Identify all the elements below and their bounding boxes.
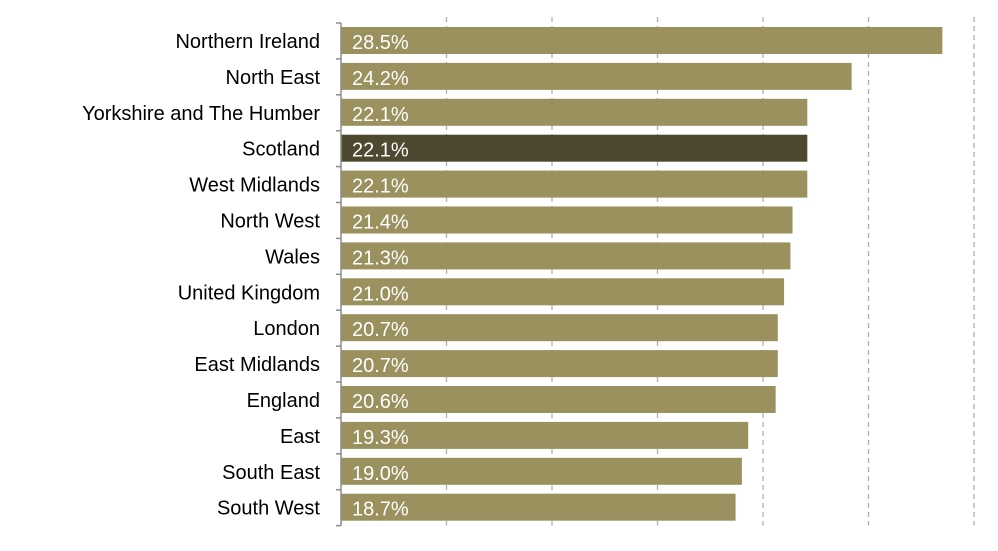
bar	[341, 421, 749, 449]
bar	[341, 62, 852, 90]
data-label: 28.5%	[352, 32, 409, 54]
data-label: 22.1%	[352, 140, 409, 162]
category-label: Northern Ireland	[175, 31, 320, 53]
bar	[341, 314, 778, 342]
data-label: 20.7%	[352, 355, 409, 377]
bar	[341, 242, 791, 270]
category-label: United Kingdom	[178, 282, 320, 304]
bar	[341, 493, 736, 521]
bar	[341, 350, 778, 378]
category-label: South West	[217, 498, 320, 520]
data-label: 22.1%	[352, 104, 409, 126]
data-label: 18.7%	[352, 499, 409, 521]
category-labels: Northern Ireland North East Yorkshire and …	[82, 31, 320, 520]
category-label: Wales	[265, 246, 320, 268]
y-axis	[336, 22, 342, 527]
bar	[341, 170, 808, 198]
category-label: East Midlands	[194, 354, 320, 376]
bar	[341, 98, 808, 126]
gridlines	[445, 17, 975, 526]
category-label: East	[280, 426, 320, 448]
data-label: 21.0%	[352, 283, 409, 305]
category-label: West Midlands	[189, 175, 320, 197]
data-label: 20.6%	[352, 391, 409, 413]
category-label: Yorkshire and The Humber	[82, 103, 320, 125]
bar	[341, 457, 742, 485]
data-label: 24.2%	[352, 68, 409, 90]
category-label: London	[253, 318, 320, 340]
category-label: South East	[222, 462, 320, 484]
data-label: 21.3%	[352, 247, 409, 269]
data-label: 19.3%	[352, 427, 409, 449]
bar	[341, 386, 776, 413]
bar	[341, 134, 808, 162]
bar	[341, 27, 943, 54]
category-label: England	[247, 390, 320, 412]
data-label: 22.1%	[352, 176, 409, 198]
category-label: Scotland	[242, 139, 320, 161]
data-label: 20.7%	[352, 319, 409, 341]
category-label: North West	[220, 211, 320, 233]
category-label: North East	[226, 67, 321, 89]
data-label: 19.0%	[352, 463, 409, 485]
bars: 28.5% 24.2% 22.1% 22.1% 22.1% 21.4% 21.3% 21.0%…	[341, 27, 943, 521]
bar	[341, 206, 793, 234]
bar	[341, 278, 785, 306]
data-label: 21.4%	[352, 212, 409, 234]
